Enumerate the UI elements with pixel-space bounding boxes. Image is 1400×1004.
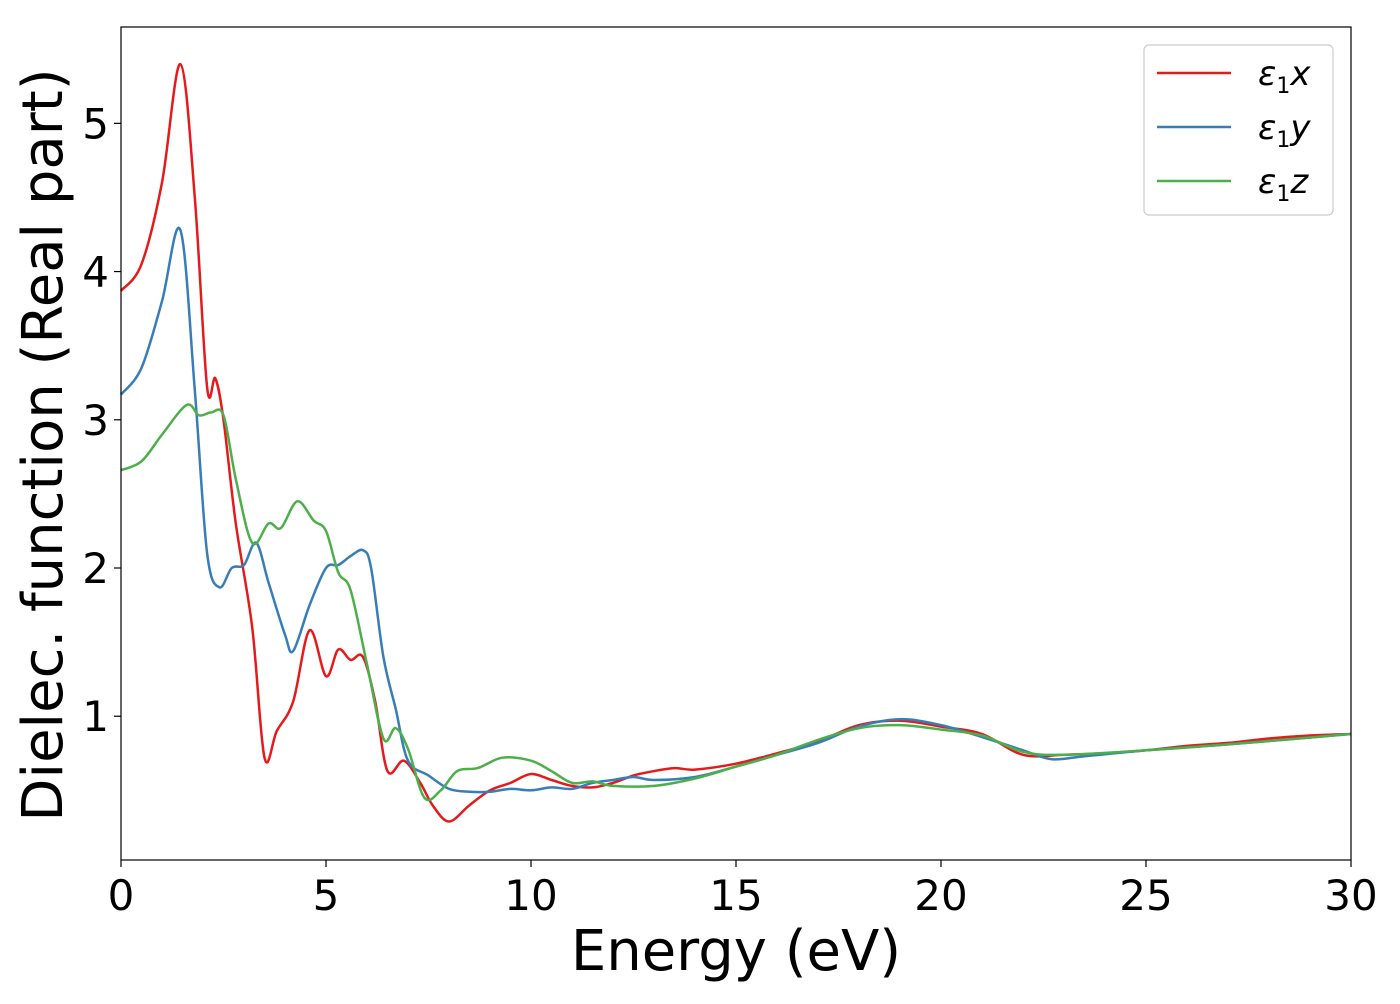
x-tick-label: 10 <box>504 871 557 920</box>
series-line-y <box>120 226 1352 794</box>
x-tick-label: 20 <box>914 871 967 920</box>
y-tick-label: 5 <box>82 99 109 148</box>
y-tick-label: 1 <box>82 692 109 741</box>
legend: ε1x ε1y ε1z <box>1143 44 1334 216</box>
legend-box <box>1143 44 1334 216</box>
x-tick-label: 0 <box>108 871 135 920</box>
x-axis-ticks: 0 5 10 15 20 25 30 <box>108 860 1378 920</box>
x-tick-label: 30 <box>1324 871 1377 920</box>
x-axis-label: Energy (eV) <box>571 919 901 984</box>
y-axis-label: Dielec. function (Real part) <box>11 68 76 821</box>
series-line-z <box>120 403 1352 802</box>
x-tick-label: 5 <box>313 871 340 920</box>
series-line-x <box>120 62 1352 823</box>
y-tick-label: 2 <box>82 544 109 593</box>
legend-label-y: ε1y <box>1258 108 1311 153</box>
x-tick-label: 15 <box>709 871 762 920</box>
y-tick-label: 4 <box>82 248 109 297</box>
legend-label-x: ε1x <box>1258 54 1311 99</box>
x-tick-label: 25 <box>1119 871 1172 920</box>
legend-label-z: ε1z <box>1258 162 1309 207</box>
y-axis-ticks: 1 2 3 4 5 <box>82 99 121 741</box>
y-tick-label: 3 <box>82 396 109 445</box>
series-lines <box>120 62 1352 823</box>
